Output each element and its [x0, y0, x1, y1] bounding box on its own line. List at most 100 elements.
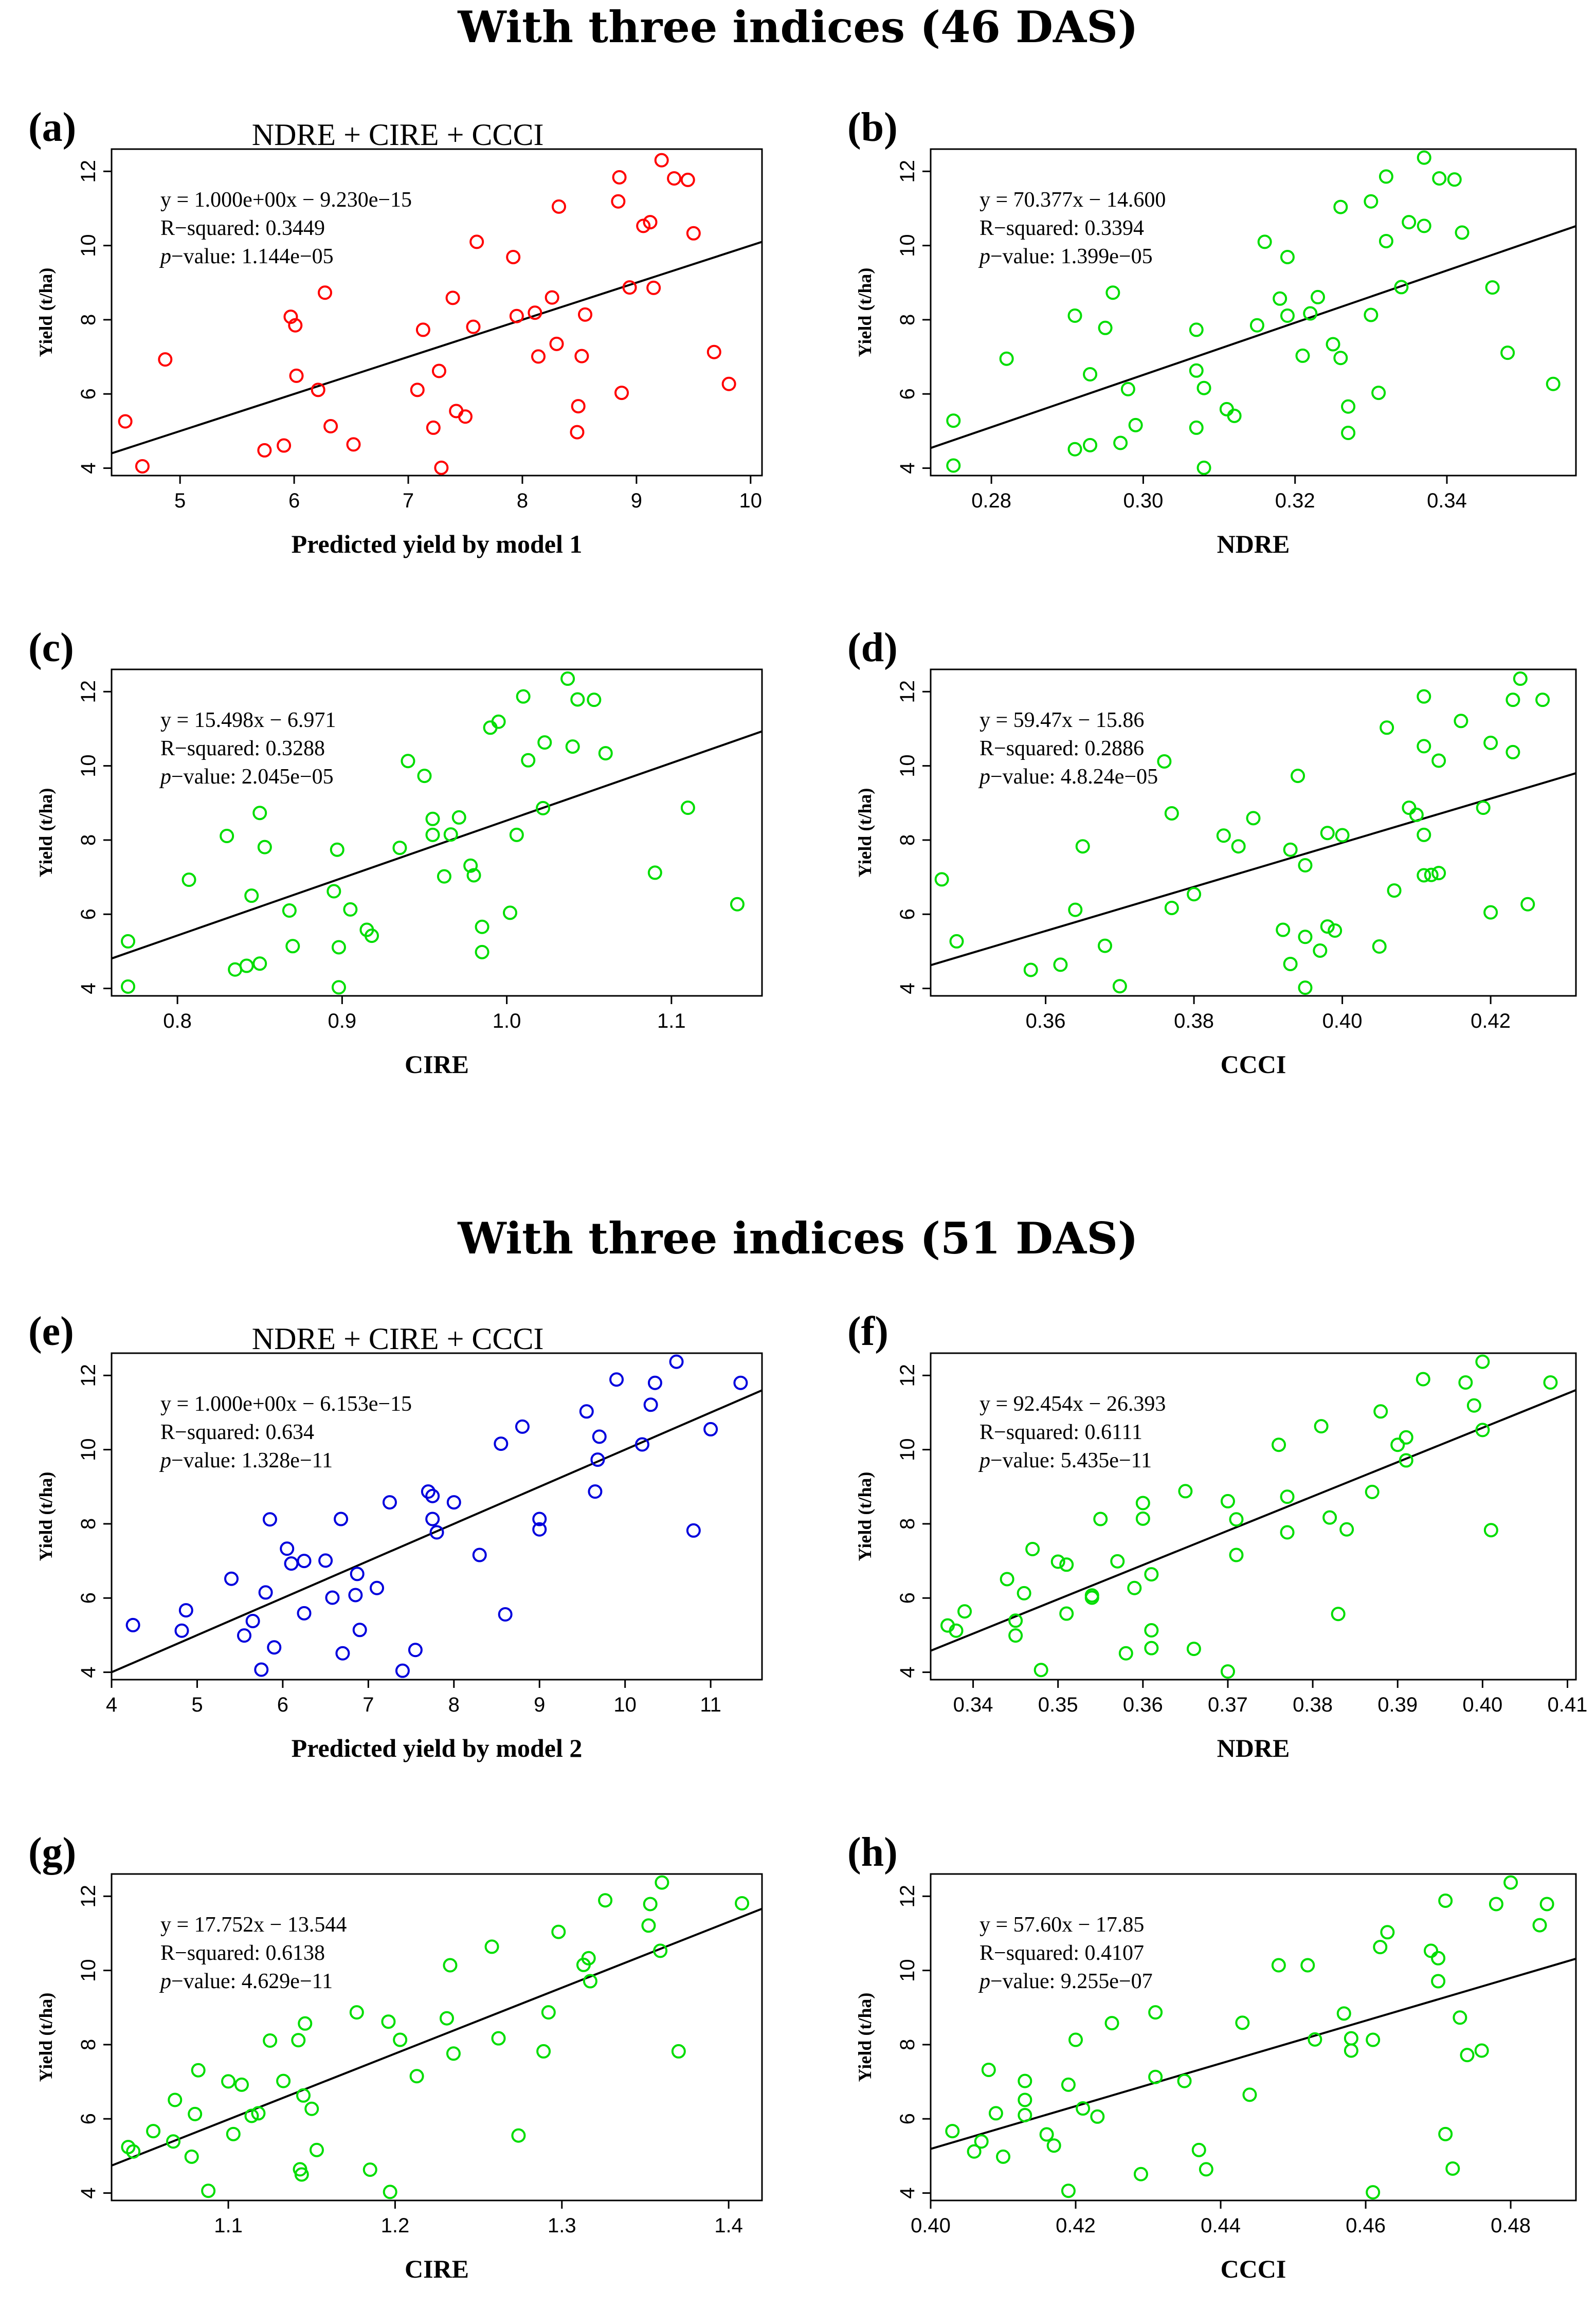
data-point	[1298, 930, 1313, 944]
data-point	[325, 1590, 340, 1605]
y-tick-label: 12	[77, 160, 100, 183]
data-point	[331, 980, 346, 995]
data-point	[1135, 1511, 1150, 1526]
p-symbol: p	[159, 765, 171, 789]
data-point	[1189, 363, 1204, 378]
data-point	[1164, 806, 1179, 821]
data-point	[1148, 2069, 1163, 2084]
data-point	[1220, 1664, 1235, 1679]
x-tick-label: 7	[403, 489, 414, 512]
annotation-equation: y = 1.000e+00x − 9.230e−15	[160, 188, 412, 212]
data-point	[125, 1617, 140, 1632]
data-point	[277, 438, 292, 453]
data-point	[1189, 420, 1204, 435]
data-point	[1520, 897, 1535, 912]
data-point	[392, 841, 407, 856]
data-point	[706, 344, 721, 359]
data-point	[1455, 225, 1470, 240]
data-point	[598, 1893, 613, 1908]
p-symbol: p	[159, 1970, 171, 1993]
data-point	[1033, 1663, 1048, 1678]
data-point	[244, 2108, 259, 2123]
data-point	[262, 1512, 277, 1527]
y-tick-label: 4	[77, 1666, 100, 1678]
data-point	[437, 869, 451, 884]
data-point	[1485, 280, 1500, 295]
data-point	[1483, 735, 1498, 750]
data-point	[1466, 1398, 1481, 1413]
data-point	[491, 2031, 506, 2046]
data-point	[641, 1918, 656, 1933]
data-point	[531, 349, 546, 364]
data-point	[643, 215, 658, 230]
data-point	[431, 363, 446, 378]
p-value-text: −value: 1.328e−11	[171, 1449, 333, 1472]
data-point	[297, 1606, 312, 1621]
data-point	[1431, 1951, 1446, 1966]
data-point	[957, 1604, 972, 1619]
x-axis-label: NDRE	[1217, 1734, 1290, 1762]
panel-label: (e)	[28, 1309, 74, 1354]
data-point	[331, 940, 346, 955]
data-point	[686, 226, 701, 241]
data-point	[1112, 979, 1127, 994]
x-tick-label: 0.41	[1548, 1694, 1588, 1716]
regression-line	[112, 241, 762, 454]
data-point	[1308, 2032, 1322, 2047]
data-point	[1546, 376, 1561, 391]
data-point	[498, 1607, 513, 1622]
data-point	[475, 944, 489, 959]
y-tick-label: 8	[896, 314, 919, 325]
data-point	[647, 865, 662, 880]
data-point	[1039, 2127, 1054, 2142]
p-symbol: p	[159, 245, 171, 268]
data-point	[999, 351, 1014, 366]
data-point	[182, 872, 196, 887]
p-symbol: p	[159, 1449, 171, 1472]
data-point	[1280, 1489, 1295, 1504]
p-value-text: −value: 4.629e−11	[171, 1970, 333, 1993]
data-point	[1135, 1496, 1150, 1511]
data-point	[1372, 939, 1387, 954]
data-point	[267, 1640, 282, 1655]
y-axis-label: Yield (t/ha)	[35, 1472, 56, 1561]
data-point	[425, 1512, 440, 1526]
y-tick-label: 12	[77, 680, 100, 703]
data-point	[417, 769, 432, 784]
annotation-p-value: p−value: 1.144e−05	[159, 245, 334, 268]
data-point	[537, 735, 552, 750]
data-point	[1018, 2073, 1032, 2088]
data-point	[1231, 839, 1246, 854]
data-point	[1336, 2006, 1351, 2021]
data-point	[1008, 1613, 1023, 1628]
y-tick-label: 8	[896, 1518, 919, 1530]
y-axis-label: Yield (t/ha)	[35, 268, 56, 357]
y-tick-label: 12	[896, 680, 919, 703]
data-point	[1303, 306, 1318, 321]
y-tick-label: 6	[77, 2113, 100, 2124]
data-point	[1475, 1354, 1490, 1369]
y-tick-label: 4	[896, 2187, 919, 2198]
data-point	[1390, 1437, 1405, 1452]
plot-frame	[111, 1873, 763, 2201]
y-axis-label: Yield (t/ha)	[35, 1993, 56, 2082]
data-point	[146, 2124, 161, 2139]
data-point	[583, 1974, 597, 1989]
data-point	[1068, 2032, 1083, 2047]
data-point	[515, 1419, 530, 1434]
data-point	[1196, 380, 1211, 395]
x-tick-label: 5	[191, 1694, 203, 1716]
x-axis-label: NDRE	[1217, 530, 1290, 558]
data-point	[981, 2063, 996, 2077]
data-point	[1144, 1623, 1159, 1638]
annotation-p-value: p−value: 9.255e−07	[978, 1970, 1153, 1993]
data-point	[408, 1643, 423, 1658]
data-point	[239, 958, 254, 973]
data-point	[1431, 866, 1446, 881]
data-point	[1157, 754, 1172, 769]
data-point	[1084, 1590, 1099, 1605]
data-point	[587, 693, 602, 707]
data-point	[228, 962, 243, 977]
x-tick-label: 0.42	[1056, 2214, 1096, 2237]
